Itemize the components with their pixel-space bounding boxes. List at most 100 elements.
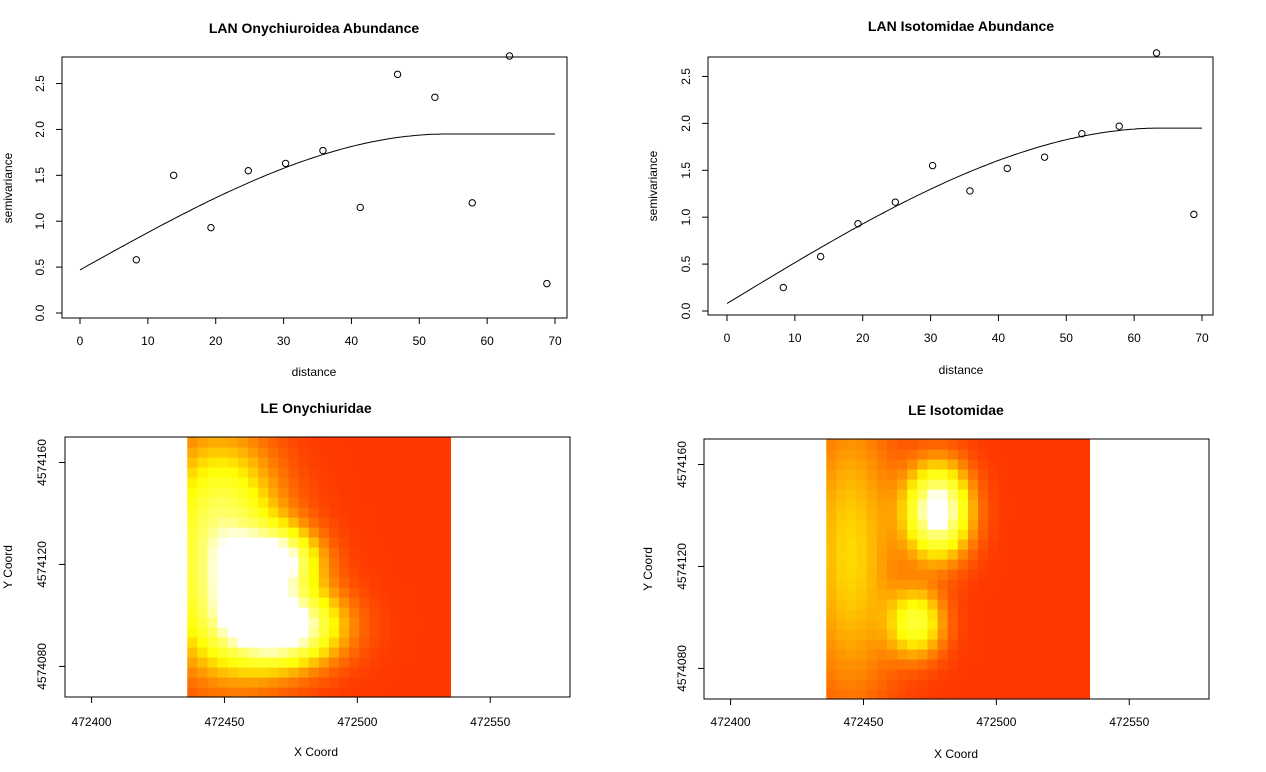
heatmap-cell bbox=[379, 557, 391, 568]
heatmap-cell bbox=[1079, 639, 1090, 650]
heatmap-cell bbox=[308, 667, 320, 678]
heatmap-cell bbox=[349, 447, 360, 458]
heatmap-cell bbox=[288, 477, 300, 488]
heatmap-cell bbox=[349, 657, 360, 668]
data-point bbox=[928, 161, 937, 170]
heatmap-cell bbox=[947, 549, 959, 560]
heatmap-cell bbox=[328, 617, 340, 628]
heatmap-cell bbox=[197, 587, 209, 598]
heatmap-cell bbox=[897, 489, 908, 500]
heatmap-cell bbox=[836, 509, 848, 520]
y-tick-label: 1.5 bbox=[679, 162, 693, 179]
heatmap-cell bbox=[917, 669, 929, 680]
heatmap-cell bbox=[876, 449, 888, 460]
fitted-variogram-line bbox=[726, 127, 1202, 304]
heatmap-cell bbox=[237, 497, 249, 508]
heatmap-cell bbox=[1059, 589, 1070, 600]
heatmap-cell bbox=[288, 437, 300, 448]
heatmap-cell bbox=[278, 667, 290, 678]
heatmap-cell bbox=[1038, 659, 1050, 670]
data-point bbox=[468, 199, 476, 207]
heatmap-cell bbox=[339, 457, 350, 468]
heatmap-cell bbox=[927, 609, 939, 620]
heatmap-cell bbox=[359, 447, 371, 458]
heatmap-cell bbox=[1018, 499, 1030, 510]
heatmap-cell bbox=[227, 487, 239, 498]
heatmap-cell bbox=[430, 587, 441, 598]
heatmap-cell bbox=[268, 587, 279, 598]
heatmap-cell bbox=[217, 467, 229, 478]
heatmap-cell bbox=[237, 677, 249, 688]
heatmap-cell bbox=[1008, 689, 1020, 700]
heatmap-cell bbox=[1038, 459, 1050, 470]
heatmap-cell bbox=[328, 677, 340, 688]
heatmap-cell bbox=[440, 587, 451, 598]
heatmap-cell bbox=[349, 437, 360, 448]
heatmap-cell bbox=[187, 527, 198, 538]
heatmap-cell bbox=[947, 539, 959, 550]
heatmap-cell bbox=[227, 687, 239, 698]
panel-onychiuridae-heatmap: LE Onychiuridae X Coord Y Coord 472400 47245… bbox=[1, 400, 571, 759]
heatmap-cell bbox=[1038, 649, 1050, 660]
heatmap-cell bbox=[237, 537, 249, 548]
heatmap-cell bbox=[856, 639, 868, 650]
heatmap-cell bbox=[1008, 499, 1020, 510]
y-tick-label: 0.5 bbox=[679, 255, 693, 272]
heatmap-cell bbox=[308, 647, 320, 658]
heatmap-cell bbox=[227, 477, 239, 488]
heatmap-cell bbox=[389, 607, 401, 618]
heatmap-cell bbox=[349, 547, 360, 558]
heatmap-cell bbox=[897, 539, 908, 550]
heatmap-cell bbox=[288, 547, 300, 558]
heatmap-cell bbox=[247, 617, 259, 628]
heatmap-cell bbox=[846, 679, 858, 690]
heatmap-cell bbox=[947, 689, 959, 700]
heatmap-cell bbox=[359, 517, 371, 528]
heatmap-cell bbox=[1069, 629, 1080, 640]
heatmap-cell bbox=[420, 597, 431, 608]
heatmap-cell bbox=[1018, 489, 1030, 500]
heatmap-cell bbox=[836, 589, 848, 600]
heatmap-cell bbox=[897, 559, 908, 570]
heatmap-cell bbox=[1028, 439, 1040, 450]
heatmap-cell bbox=[237, 507, 249, 518]
heatmap-cell bbox=[217, 667, 229, 678]
heatmap-cell bbox=[836, 669, 848, 680]
heatmap-cell bbox=[937, 449, 949, 460]
heatmap-cell bbox=[978, 449, 989, 460]
heatmap-cell bbox=[1008, 509, 1020, 520]
heatmap-cell bbox=[967, 559, 979, 570]
heatmap-cell bbox=[1008, 479, 1020, 490]
heatmap-cell bbox=[1018, 479, 1030, 490]
heatmap-cell bbox=[288, 687, 300, 698]
heatmap-cell bbox=[197, 437, 209, 448]
heatmap-cell bbox=[1079, 529, 1090, 540]
heatmap-cell bbox=[826, 479, 837, 490]
heatmap-cell bbox=[917, 569, 929, 580]
heatmap-cell bbox=[1069, 659, 1080, 670]
heatmap-cell bbox=[278, 607, 290, 618]
heatmap-cell bbox=[298, 597, 310, 608]
heatmap-cell bbox=[957, 509, 969, 520]
heatmap-cell bbox=[237, 457, 249, 468]
heatmap-cell bbox=[1069, 639, 1080, 650]
heatmap-cell bbox=[826, 519, 837, 530]
heatmap-cell bbox=[1048, 559, 1060, 570]
heatmap-cell bbox=[207, 547, 219, 558]
heatmap-cell bbox=[1059, 559, 1070, 570]
heatmap-cell bbox=[187, 687, 198, 698]
heatmap-cell bbox=[318, 667, 330, 678]
heatmap-cell bbox=[420, 517, 431, 528]
heatmap-cell bbox=[1038, 499, 1050, 510]
heatmap-cell bbox=[937, 549, 949, 560]
heatmap-cell bbox=[886, 479, 898, 490]
heatmap-cell bbox=[1028, 549, 1040, 560]
heatmap-cell bbox=[379, 607, 391, 618]
heatmap-cell bbox=[379, 537, 391, 548]
heatmap-cell bbox=[917, 689, 929, 700]
heatmap-cell bbox=[389, 617, 401, 628]
heatmap-cell bbox=[998, 439, 1010, 450]
heatmap-cell bbox=[318, 587, 330, 598]
heatmap-cell bbox=[866, 649, 878, 660]
y-tick-label: 0.5 bbox=[33, 258, 47, 275]
